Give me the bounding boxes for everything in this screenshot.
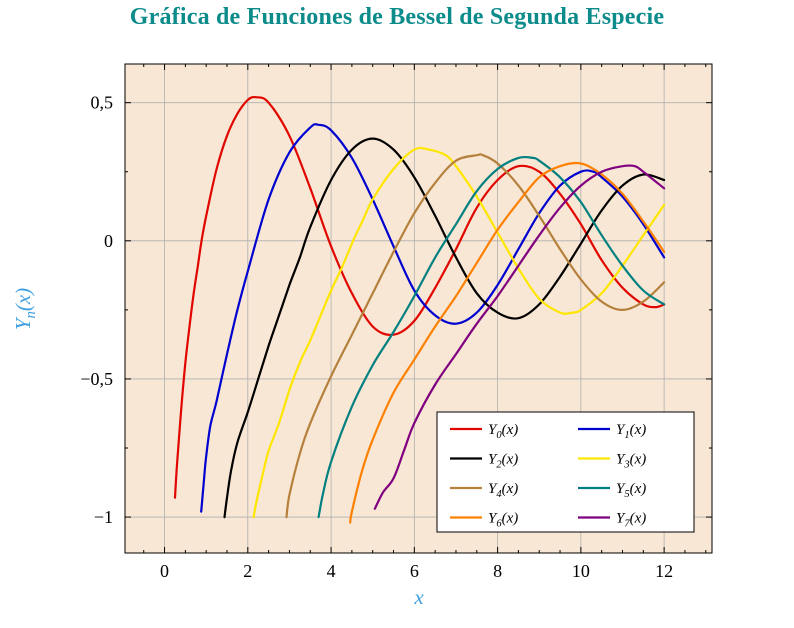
curve-y6 — [349, 161, 666, 524]
x-tick-label: 4 — [327, 561, 336, 581]
legend-label-y2: Y2(x) — [488, 452, 518, 471]
x-tick-label: 6 — [410, 561, 419, 581]
x-tick-label: 8 — [493, 561, 502, 581]
curve-y1 — [200, 123, 666, 513]
plot-frame — [124, 63, 713, 554]
legend-label-y0: Y0(x) — [488, 422, 518, 441]
curve-y7 — [373, 164, 666, 510]
x-tick-label: 12 — [655, 561, 673, 581]
curves — [173, 95, 666, 524]
legend: Y0(x) Y1(x) Y2(x) Y3(x) Y4(x) Y5(x) Y6(x) Y7(x) — [436, 411, 695, 533]
legend-label-y7: Y7(x) — [616, 511, 646, 530]
curve-y2 — [223, 137, 666, 519]
curve-y4 — [285, 153, 666, 519]
curve-y3 — [252, 146, 666, 519]
x-tick-label: 10 — [572, 561, 590, 581]
x-tick-label: 0 — [160, 561, 169, 581]
legend-label-y1: Y1(x) — [616, 422, 646, 441]
x-tick-label: 2 — [243, 561, 252, 581]
x-axis-label: x — [413, 585, 424, 609]
legend-label-y5: Y5(x) — [616, 481, 646, 500]
y-tick-label: −1 — [94, 507, 113, 527]
plot-layers: 0 2 4 6 8 10 120,50−0,5−1Y0(x) Y1(x)Y2(x) Y3(x)Y… — [80, 63, 713, 581]
legend-box — [436, 411, 695, 533]
y-tick-label: 0,5 — [91, 93, 114, 113]
y-axis-label: Yn(x) — [11, 288, 39, 330]
legend-label-y3: Y3(x) — [616, 452, 646, 471]
curve-y5 — [317, 155, 666, 519]
y-tick-label: 0 — [104, 231, 113, 251]
y-tick-label: −0,5 — [80, 369, 113, 389]
legend-label-y6: Y6(x) — [488, 511, 518, 530]
legend-label-y4: Y4(x) — [488, 481, 518, 500]
